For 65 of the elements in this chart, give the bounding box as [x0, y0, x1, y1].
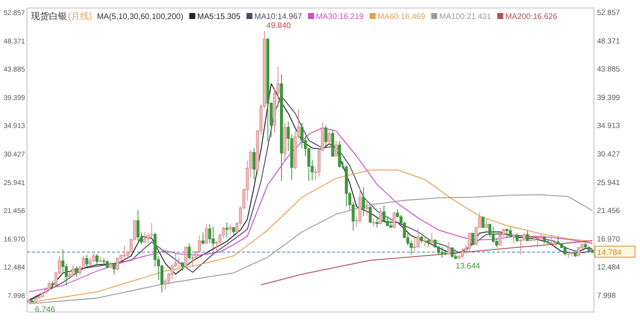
candlestick — [376, 216, 379, 228]
candlestick — [484, 218, 488, 230]
legend-label: MA5:15.305 — [197, 12, 241, 21]
chart-subtitle: (月线) — [68, 11, 92, 21]
candlestick — [328, 130, 331, 146]
candlestick — [447, 242, 450, 256]
candlestick — [379, 208, 382, 225]
candlestick — [461, 247, 464, 258]
candlestick — [423, 236, 426, 247]
candlestick — [191, 255, 194, 267]
candlestick — [201, 232, 204, 245]
candlestick — [96, 254, 99, 266]
annotation: 13.644 — [456, 261, 481, 270]
legend-label: MA60:16.469 — [378, 12, 426, 21]
candlestick — [204, 224, 208, 244]
candlestick — [212, 226, 215, 252]
candlestick — [508, 227, 512, 238]
candlestick — [150, 222, 154, 238]
candlestick — [365, 200, 368, 216]
candlestick — [136, 210, 140, 242]
candlestick — [122, 245, 126, 261]
candlestick — [178, 256, 180, 270]
legend-label: MA100:21.431 — [439, 12, 492, 21]
legend-label: MA10:14.967 — [254, 12, 303, 21]
annotation: 49.840 — [266, 21, 292, 30]
ref-line-label: 14.784 — [597, 248, 622, 258]
candlestick — [228, 224, 232, 235]
chart-title: 现货白银 — [31, 11, 67, 21]
candlestick — [358, 187, 362, 223]
candlestick — [75, 266, 78, 278]
legend-label: MA200:16.626 — [505, 12, 558, 21]
candlestick — [505, 228, 508, 239]
candlestick — [331, 130, 334, 158]
legend-title: MA(5,10,30,60,100,200) — [97, 12, 184, 21]
candlestick — [338, 140, 342, 168]
candlestick — [368, 206, 372, 223]
candlestick — [362, 186, 365, 217]
candlestick — [536, 236, 540, 248]
line-series — [28, 170, 593, 303]
legend-label: MA30:16.219 — [316, 12, 364, 21]
line-series — [28, 194, 593, 304]
candlestick — [382, 205, 386, 222]
line-series — [260, 240, 593, 286]
candlestick — [85, 254, 88, 267]
line-series — [28, 127, 593, 292]
candlestick — [392, 211, 396, 229]
candlestick — [324, 124, 328, 147]
candlestick — [519, 238, 522, 256]
candlestick — [492, 226, 495, 244]
candlestick — [102, 258, 106, 266]
candlestick — [116, 257, 120, 271]
candlestick — [566, 251, 570, 258]
annotation: 6.746 — [35, 304, 56, 314]
candlestick — [334, 140, 338, 157]
candlestick — [450, 247, 454, 258]
candlestick — [498, 232, 502, 246]
candlestick — [416, 228, 420, 248]
candlestick — [526, 230, 529, 242]
candlestick — [413, 236, 416, 252]
candlestick — [430, 232, 434, 245]
candlestick — [468, 232, 471, 252]
candlestick — [252, 148, 256, 180]
candlestick — [188, 242, 191, 261]
candlestick — [72, 264, 75, 276]
candlestick — [440, 246, 444, 258]
